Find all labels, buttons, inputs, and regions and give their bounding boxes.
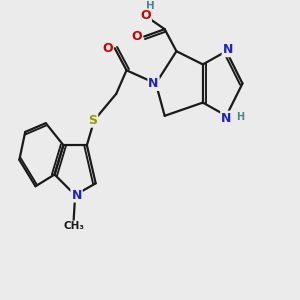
Text: O: O (102, 42, 113, 55)
Text: H: H (237, 112, 245, 122)
Text: H: H (146, 1, 154, 11)
Text: S: S (88, 114, 97, 127)
Text: N: N (71, 189, 82, 202)
Text: O: O (140, 10, 151, 22)
Text: N: N (221, 112, 232, 124)
Text: CH₃: CH₃ (63, 221, 84, 232)
Text: N: N (223, 43, 233, 56)
Text: O: O (131, 30, 142, 43)
Text: N: N (148, 77, 159, 90)
